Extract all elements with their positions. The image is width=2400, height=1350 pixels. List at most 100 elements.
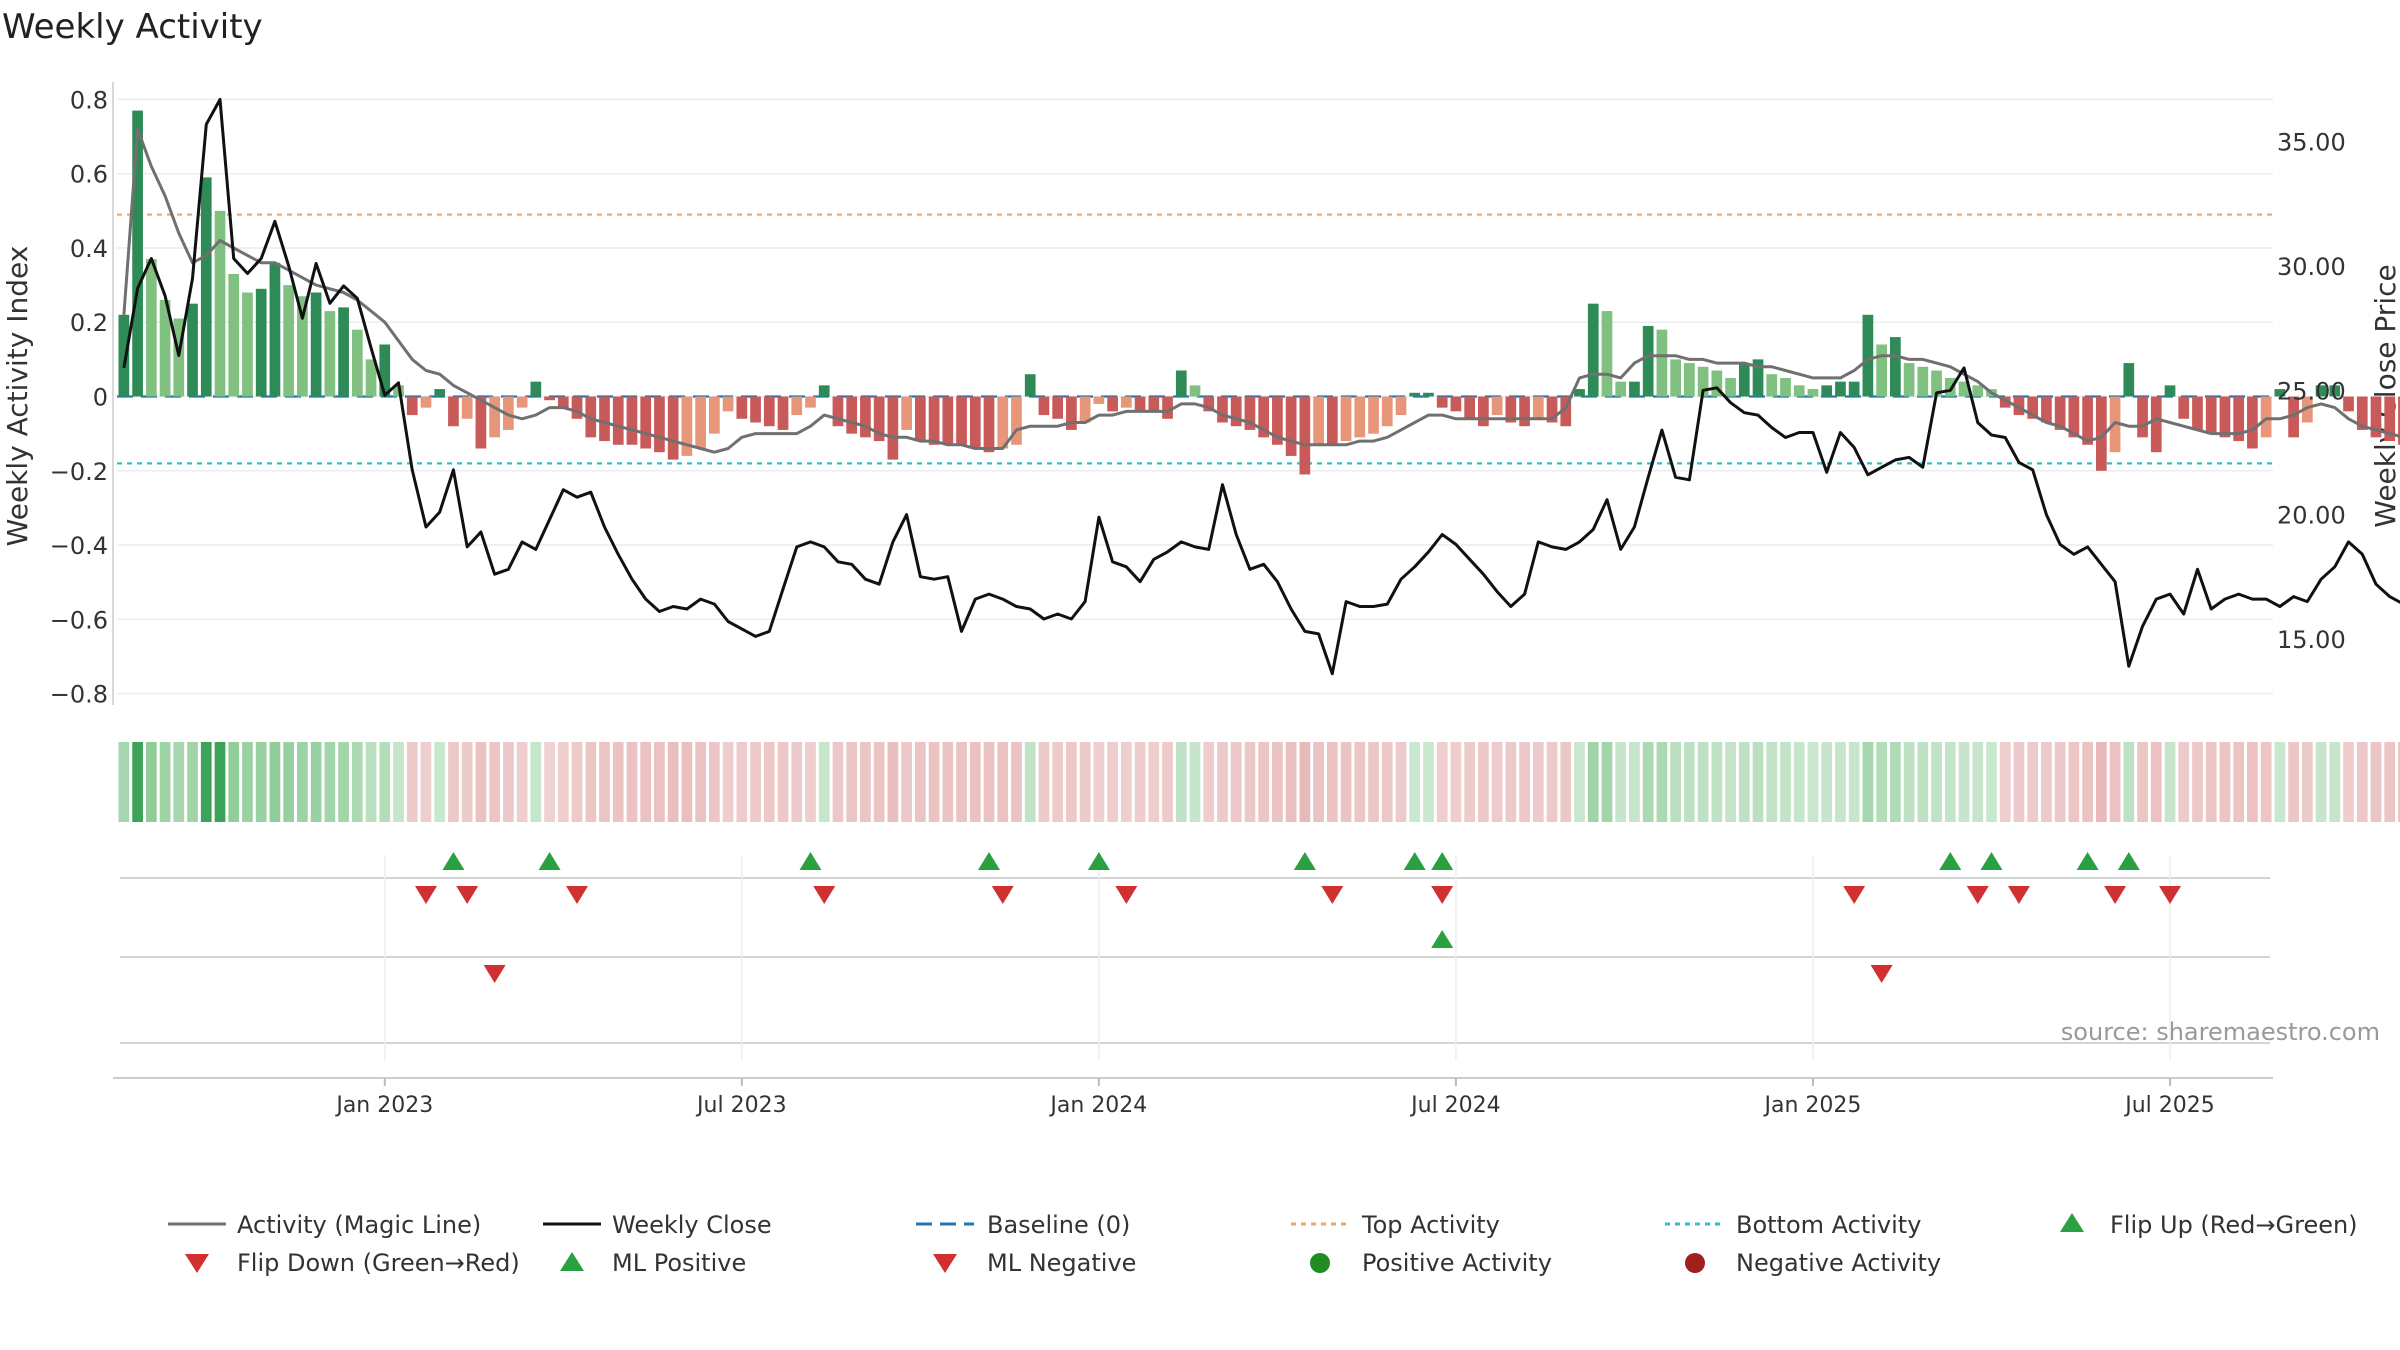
- heat-strip-cell: [1134, 742, 1146, 822]
- heat-strip-cell: [2150, 742, 2162, 822]
- activity-bar: [846, 396, 858, 434]
- activity-bar: [1340, 396, 1352, 442]
- legend-label: Baseline (0): [987, 1211, 1130, 1239]
- heat-strip-cell: [1890, 742, 1901, 822]
- flip-up-marker: [1403, 852, 1426, 870]
- activity-bar: [310, 292, 322, 397]
- flip-down-marker: [1431, 886, 1454, 904]
- heat-strip-cell: [1848, 742, 1860, 822]
- activity-bar: [1436, 396, 1448, 408]
- x-tick-label: Jan 2025: [1763, 1093, 1862, 1118]
- heat-strip-cell: [2384, 742, 2396, 822]
- heat-strip-cell: [475, 742, 487, 822]
- activity-bar: [1093, 396, 1105, 404]
- heat-strip-cell: [1313, 742, 1324, 822]
- heat-strip-cell: [969, 742, 981, 822]
- activity-bar: [1450, 396, 1462, 412]
- y-tick-left-label: 0.8: [70, 86, 108, 114]
- heat-strip-cell: [1835, 742, 1846, 822]
- legend-item-negative-activity: Negative Activity: [1685, 1249, 1941, 1277]
- heat-strip-cell: [1409, 742, 1421, 822]
- heat-strip-cell: [242, 742, 253, 822]
- activity-bar: [2247, 396, 2258, 449]
- series-lines: [122, 98, 2400, 676]
- activity-bar: [1354, 396, 1366, 438]
- heat-strip-cell: [2027, 742, 2039, 822]
- activity-bar: [1684, 363, 1695, 397]
- heat-strip-cell: [1203, 742, 1215, 822]
- heat-strip-cell: [1258, 742, 1270, 822]
- activity-bar: [1560, 396, 1572, 427]
- activity-bar: [2192, 396, 2203, 430]
- heat-strip-cell: [1464, 742, 1476, 822]
- activity-bar: [338, 307, 349, 397]
- heat-strip-cell: [709, 742, 720, 822]
- y-tick-right-label: 35.00: [2277, 129, 2346, 157]
- activity-bar: [1546, 396, 1558, 423]
- heat-strip-cell: [434, 742, 446, 822]
- heat-strip-cell: [1491, 742, 1503, 822]
- y-tick-right-label: 25.00: [2277, 377, 2346, 405]
- activity-bar: [324, 311, 336, 397]
- heat-strip-cell: [1326, 742, 1338, 822]
- heat-strip-cell: [571, 742, 583, 822]
- activity-bar: [887, 396, 899, 460]
- heat-strip-cell: [1711, 742, 1723, 822]
- heat-strip-cell: [2082, 742, 2093, 822]
- legend-label: ML Negative: [987, 1249, 1136, 1277]
- activity-bar: [571, 396, 583, 419]
- activity-bar: [983, 396, 995, 453]
- activity-bar: [2205, 396, 2217, 434]
- activity-bar: [1368, 396, 1379, 434]
- heat-strip-cell: [448, 742, 459, 822]
- legend-label: Top Activity: [1361, 1211, 1500, 1239]
- heat-strip-cell: [640, 742, 652, 822]
- magic-line-series: [122, 127, 2400, 454]
- heat-strip-cell: [1986, 742, 1997, 822]
- legend-label: Flip Down (Green→Red): [237, 1249, 520, 1277]
- activity-bar: [860, 396, 871, 438]
- heat-strip-cell: [406, 742, 418, 822]
- activity-bar: [750, 396, 761, 423]
- activity-bar: [1120, 396, 1132, 408]
- activity-bar: [1656, 329, 1668, 397]
- flip-down-marker: [1321, 886, 1344, 904]
- legend-item-positive-activity: Positive Activity: [1310, 1249, 1552, 1277]
- activity-bar: [145, 259, 157, 397]
- activity-bar: [2150, 396, 2162, 453]
- heat-strip-cell: [2356, 742, 2368, 822]
- activity-bar: [1697, 366, 1709, 397]
- activity-bar: [681, 396, 693, 456]
- activity-bar: [626, 396, 638, 445]
- heat-strip-cell: [269, 742, 281, 822]
- heat-strip-cell: [365, 742, 377, 822]
- activity-bar: [200, 177, 212, 397]
- heat-strip-cell: [1807, 742, 1819, 822]
- activity-bar: [461, 396, 473, 419]
- activity-bar: [1464, 396, 1476, 419]
- heat-strip-cell: [1024, 742, 1036, 822]
- activity-bar: [1381, 396, 1393, 427]
- activity-bar: [2219, 396, 2231, 438]
- activity-bar: [1409, 392, 1421, 397]
- heat-strip-cell: [228, 742, 240, 822]
- heat-strip-cell: [2054, 742, 2066, 822]
- activity-bar: [118, 314, 130, 397]
- activity-bar: [2288, 396, 2299, 438]
- activity-bar: [187, 303, 198, 397]
- activity-bar: [1038, 396, 1050, 416]
- chart-title: Weekly Activity: [2, 7, 263, 47]
- heat-strip-cell: [1519, 742, 1530, 822]
- activity-bar: [351, 329, 363, 397]
- flip-up-marker: [799, 852, 822, 870]
- heat-strip-cell: [585, 742, 597, 822]
- activity-bar: [1574, 389, 1585, 397]
- activity-bar: [2398, 396, 2400, 445]
- heat-strip-cell: [2178, 742, 2190, 822]
- heat-strip-cell: [214, 742, 226, 822]
- activity-bar: [1203, 396, 1215, 412]
- heat-strip-cell: [2123, 742, 2135, 822]
- ml-negative-marker: [483, 965, 506, 983]
- legend-label: Activity (Magic Line): [237, 1211, 481, 1239]
- heat-strip-cell: [1766, 742, 1778, 822]
